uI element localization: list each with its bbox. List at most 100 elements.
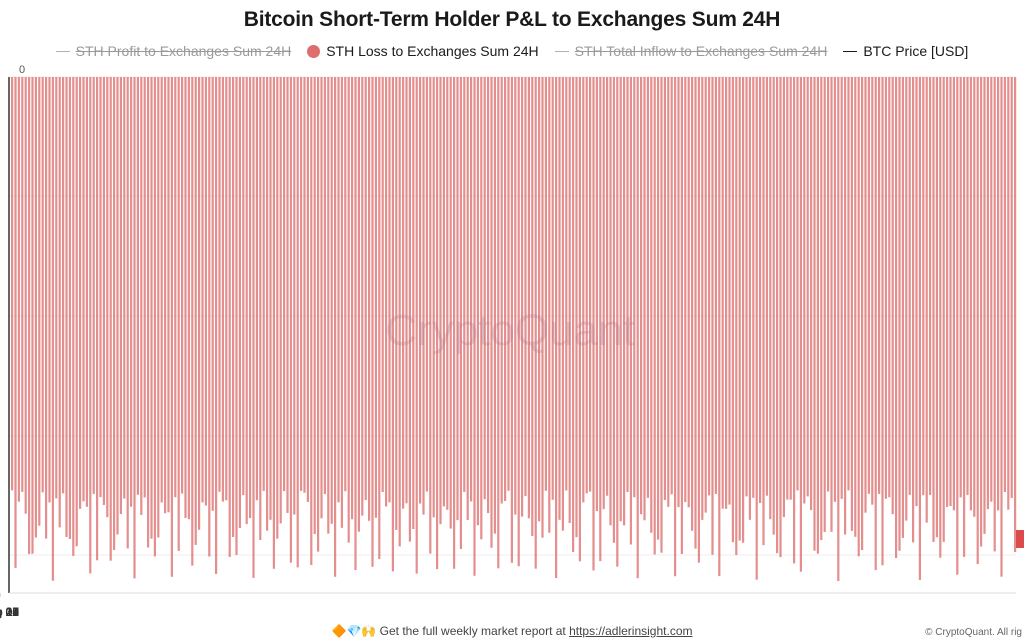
loss-bar[interactable] [1000, 77, 1003, 577]
loss-bar[interactable] [677, 77, 680, 508]
loss-bar[interactable] [626, 77, 629, 492]
loss-bar[interactable] [830, 77, 833, 532]
loss-bar[interactable] [674, 77, 677, 577]
loss-bar[interactable] [191, 77, 194, 566]
loss-bar[interactable] [242, 77, 245, 496]
loss-bar[interactable] [449, 77, 452, 529]
loss-bar[interactable] [204, 77, 207, 506]
loss-bar[interactable] [697, 77, 700, 563]
loss-bar[interactable] [721, 77, 724, 509]
loss-bar[interactable] [963, 77, 966, 557]
loss-bar[interactable] [949, 77, 952, 506]
loss-bar[interactable] [228, 77, 231, 557]
loss-bar[interactable] [657, 77, 660, 540]
loss-bar[interactable] [11, 77, 14, 491]
loss-bar[interactable] [371, 77, 374, 567]
loss-bar[interactable] [905, 77, 908, 521]
loss-bar[interactable] [544, 77, 547, 491]
loss-bar[interactable] [34, 77, 37, 538]
loss-bar[interactable] [58, 77, 61, 528]
loss-bar[interactable] [79, 77, 82, 509]
loss-bar[interactable] [181, 77, 184, 494]
loss-bar[interactable] [21, 77, 24, 492]
loss-bar[interactable] [133, 77, 136, 579]
loss-bar[interactable] [959, 77, 962, 498]
loss-bar[interactable] [106, 77, 109, 518]
loss-bar[interactable] [840, 77, 843, 499]
loss-bar[interactable] [871, 77, 874, 505]
loss-bar[interactable] [541, 77, 544, 538]
legend-item-sth-profit[interactable]: STH Profit to Exchanges Sum 24H [55, 43, 291, 59]
loss-bar[interactable] [514, 77, 517, 515]
loss-bar[interactable] [476, 77, 479, 526]
loss-bar[interactable] [735, 77, 738, 555]
loss-bar[interactable] [558, 77, 561, 520]
loss-bar[interactable] [769, 77, 772, 520]
loss-bar[interactable] [1014, 77, 1017, 553]
loss-bar[interactable] [293, 77, 296, 515]
loss-bar[interactable] [796, 77, 799, 491]
loss-bar[interactable] [708, 77, 711, 496]
loss-bar[interactable] [915, 77, 918, 507]
loss-bar[interactable] [432, 77, 435, 518]
loss-bar[interactable] [640, 77, 643, 515]
loss-bar[interactable] [816, 77, 819, 554]
loss-bar[interactable] [874, 77, 877, 571]
loss-bar[interactable] [310, 77, 313, 565]
loss-bar[interactable] [643, 77, 646, 521]
loss-bar[interactable] [510, 77, 513, 563]
loss-bar[interactable] [147, 77, 150, 548]
loss-bar[interactable] [187, 77, 190, 520]
loss-bar[interactable] [969, 77, 972, 511]
loss-bar[interactable] [827, 77, 830, 492]
loss-bar[interactable] [65, 77, 68, 537]
loss-bar[interactable] [952, 77, 955, 511]
loss-bar[interactable] [755, 77, 758, 580]
loss-bar[interactable] [487, 77, 490, 514]
loss-bar[interactable] [170, 77, 173, 577]
loss-bar[interactable] [99, 77, 102, 498]
loss-bar[interactable] [925, 77, 928, 523]
loss-bar[interactable] [793, 77, 796, 564]
loss-bar[interactable] [990, 77, 993, 502]
loss-bar[interactable] [456, 77, 459, 521]
loss-bar[interactable] [198, 77, 201, 530]
loss-bar[interactable] [425, 77, 428, 492]
loss-bar[interactable] [752, 77, 755, 498]
loss-bar[interactable] [534, 77, 537, 569]
loss-bar[interactable] [623, 77, 626, 526]
loss-bar[interactable] [470, 77, 473, 502]
loss-bar[interactable] [898, 77, 901, 551]
loss-bar[interactable] [446, 77, 449, 510]
loss-bar[interactable] [504, 77, 507, 501]
loss-bar[interactable] [1010, 77, 1013, 499]
loss-bar[interactable] [561, 77, 564, 531]
loss-bar[interactable] [973, 77, 976, 517]
loss-bar[interactable] [96, 77, 99, 561]
loss-bar[interactable] [89, 77, 92, 574]
loss-bar[interactable] [408, 77, 411, 542]
loss-bar[interactable] [442, 77, 445, 507]
loss-bar[interactable] [252, 77, 255, 578]
loss-bar[interactable] [177, 77, 180, 551]
loss-bar[interactable] [62, 77, 65, 494]
loss-bar[interactable] [633, 77, 636, 498]
loss-bar[interactable] [578, 77, 581, 562]
loss-bar[interactable] [436, 77, 439, 570]
loss-bar[interactable] [279, 77, 282, 524]
loss-bar[interactable] [555, 77, 558, 579]
loss-bar[interactable] [612, 77, 615, 543]
loss-bar[interactable] [701, 77, 704, 520]
loss-bar[interactable] [765, 77, 768, 496]
loss-bar[interactable] [92, 77, 95, 494]
loss-bar[interactable] [211, 77, 214, 511]
loss-bar[interactable] [405, 77, 408, 504]
loss-bar[interactable] [997, 77, 1000, 511]
loss-bar[interactable] [102, 77, 105, 505]
loss-bar[interactable] [38, 77, 41, 526]
legend-item-sth-loss[interactable]: STH Loss to Exchanges Sum 24H [307, 43, 539, 59]
loss-bar[interactable] [789, 77, 792, 500]
loss-bar[interactable] [368, 77, 371, 521]
loss-bar[interactable] [650, 77, 653, 533]
loss-bar[interactable] [966, 77, 969, 495]
